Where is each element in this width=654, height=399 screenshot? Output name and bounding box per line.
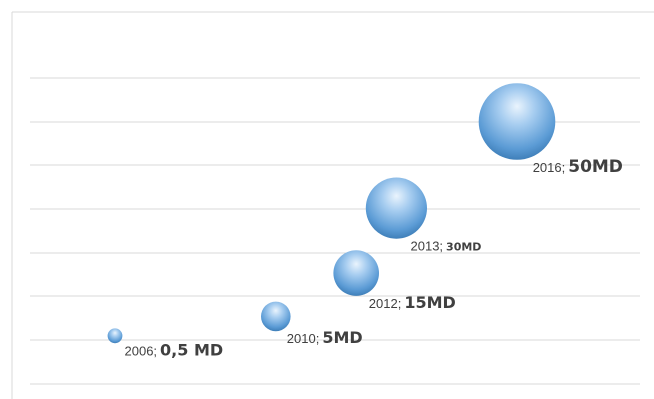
data-label-2013: 2013; 30MD (411, 239, 482, 254)
label-value: 50MD (568, 157, 623, 177)
label-value: 0,5 MD (160, 340, 223, 359)
bubble-2016 (478, 83, 556, 160)
bubble-2006 (107, 328, 123, 344)
bubble-2012 (333, 250, 380, 296)
label-year: 2010; (287, 331, 320, 346)
label-value: 5MD (322, 328, 362, 347)
label-year: 2006; (125, 343, 158, 358)
data-label-2010: 2010; 5MD (287, 328, 363, 347)
bubble-2013 (365, 177, 427, 239)
label-year: 2012; (369, 296, 402, 311)
bubbles (107, 83, 556, 344)
bubble-2010 (261, 301, 291, 332)
gridlines (30, 77, 640, 385)
label-value: 15MD (404, 293, 455, 312)
label-value: 30MD (446, 241, 481, 254)
data-label-2012: 2012; 15MD (369, 293, 456, 312)
data-label-2016: 2016; 50MD (533, 157, 623, 177)
label-year: 2013; (411, 239, 444, 254)
data-label-2006: 2006; 0,5 MD (125, 340, 224, 359)
label-year: 2016; (533, 160, 566, 175)
